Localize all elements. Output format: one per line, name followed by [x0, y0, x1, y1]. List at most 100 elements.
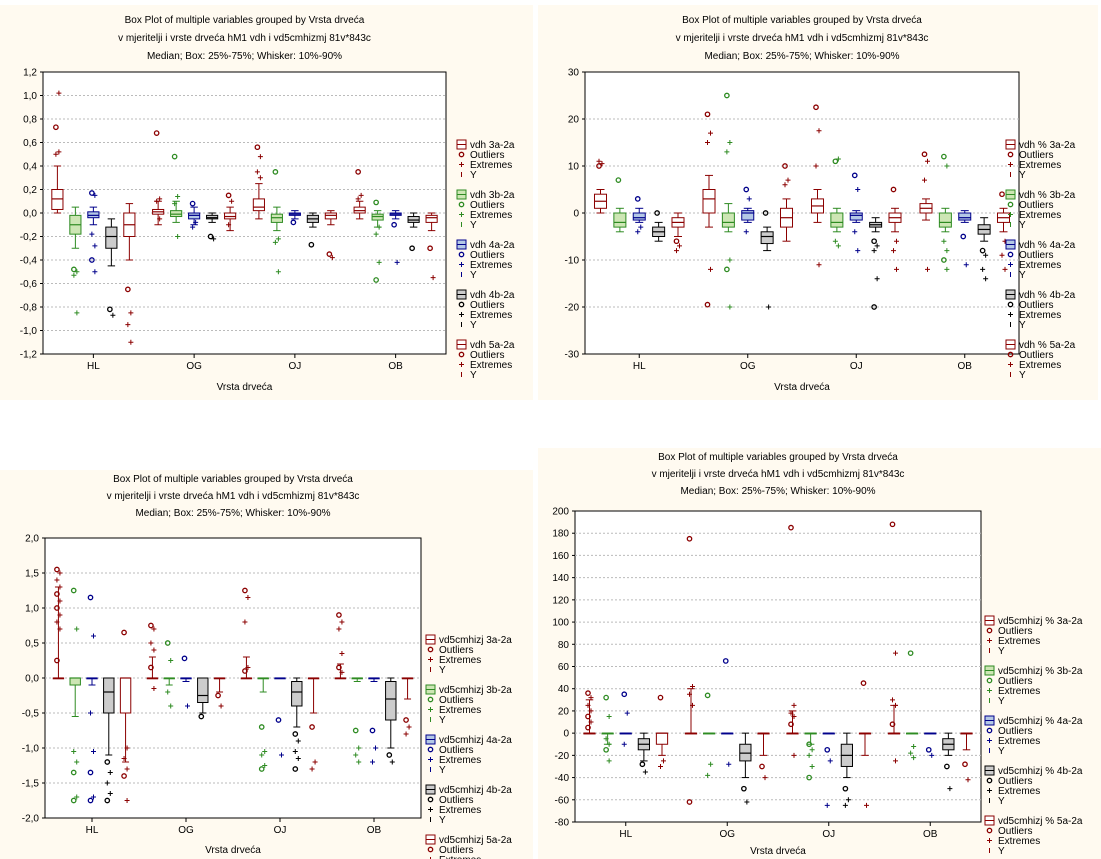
- legend-marker-label: Extremes: [439, 755, 481, 766]
- box-plot-chart-4: Box Plot of multiple variables grouped b…: [552, 452, 1083, 857]
- x-tick-label: OJ: [274, 825, 287, 836]
- legend-marker-label: Extremes: [998, 736, 1040, 747]
- legend-marker: [459, 312, 464, 317]
- legend-marker: [458, 301, 465, 308]
- outlier-point: [92, 243, 98, 249]
- outlier-point: [1002, 266, 1008, 272]
- outlier-point: [104, 780, 110, 786]
- outlier-point: [175, 194, 181, 200]
- outlier-point: [929, 752, 935, 758]
- y-tick-label: 1,0: [23, 91, 37, 102]
- y-tick-label: 100: [552, 618, 569, 629]
- box-group: [119, 629, 132, 803]
- outlier-point: [791, 752, 797, 758]
- x-tick-label: OJ: [850, 361, 863, 372]
- legend-series-label: vdh % 4b-2a: [1019, 290, 1076, 301]
- box: [741, 210, 755, 221]
- legend-marker-label: Y: [998, 846, 1005, 857]
- outlier-point: [336, 612, 342, 618]
- box-group: [69, 587, 81, 804]
- box: [291, 681, 303, 707]
- legend-marker: [427, 696, 434, 703]
- outlier-point: [947, 786, 953, 792]
- outlier-point: [746, 196, 752, 202]
- outlier-point: [168, 658, 174, 663]
- chart-title: Box Plot of multiple variables grouped b…: [658, 452, 898, 463]
- box-group: [583, 690, 596, 735]
- legend-series-label: vd5cmhizj 3b-2a: [439, 685, 512, 696]
- box: [938, 212, 952, 228]
- outlier-point: [356, 759, 362, 765]
- x-tick-label: HL: [619, 829, 632, 840]
- box-plot-chart-2: Box Plot of multiple variables grouped b…: [565, 15, 1076, 393]
- box-group: [224, 192, 237, 232]
- outlier-point: [890, 186, 897, 193]
- outlier-point: [373, 277, 379, 283]
- chart-subtitle: v mjeritelji i vrste drveća hM1 vdh i vd…: [652, 469, 905, 480]
- legend-marker-label: Extremes: [470, 160, 512, 171]
- legend-marker-label: Y: [470, 320, 477, 331]
- outlier-point: [148, 664, 154, 671]
- box-group: [368, 677, 380, 765]
- outlier-point: [621, 691, 628, 698]
- outlier-point: [606, 713, 612, 719]
- legend-marker: [986, 627, 993, 634]
- box-group: [306, 212, 319, 248]
- legend-marker: [1007, 301, 1014, 308]
- x-tick-label: OJ: [822, 829, 835, 840]
- box: [830, 212, 844, 228]
- legend-marker: [427, 796, 434, 803]
- legend-marker-label: Outliers: [1019, 150, 1053, 161]
- outlier-point: [782, 182, 788, 188]
- outlier-point: [585, 713, 591, 720]
- legend-marker: [459, 262, 464, 267]
- x-tick-label: OG: [740, 361, 756, 372]
- outlier-point: [275, 269, 281, 275]
- outlier-point: [893, 650, 898, 656]
- legend-marker: [428, 757, 433, 762]
- outlier-point: [704, 301, 711, 308]
- box-group: [152, 130, 165, 226]
- box-group: [977, 217, 991, 282]
- box-group: [849, 172, 863, 254]
- outlier-point: [727, 304, 733, 310]
- box-group: [703, 692, 716, 778]
- outlier-point: [944, 266, 950, 272]
- outlier-point: [124, 798, 130, 803]
- y-tick-label: 30: [568, 68, 580, 79]
- outlier-point: [658, 763, 663, 769]
- outlier-point: [944, 248, 950, 254]
- outlier-point: [921, 151, 928, 158]
- legend: vd5cmhizj % 3a-2aOutliersExtremesYvd5cmh…: [984, 615, 1083, 857]
- box-group: [188, 200, 201, 230]
- outlier-point: [89, 231, 95, 237]
- outlier-point: [57, 598, 63, 604]
- legend-series-label: vd5cmhizj 4a-2a: [439, 735, 512, 746]
- x-axis-label: Vrsta drveća: [750, 846, 806, 857]
- box-group: [180, 655, 192, 709]
- outlier-point: [585, 724, 591, 731]
- legend-marker-label: Outliers: [998, 826, 1032, 837]
- x-tick-label: HL: [87, 361, 100, 372]
- legend-marker: [458, 201, 465, 208]
- outlier-point: [788, 721, 794, 728]
- outlier-point: [809, 747, 815, 753]
- legend-marker-label: Y: [470, 220, 477, 231]
- box-group: [385, 677, 397, 765]
- box-group: [86, 594, 98, 804]
- outlier-point: [642, 769, 648, 775]
- y-tick-label: -0,4: [20, 256, 38, 267]
- outlier-point: [999, 252, 1005, 258]
- outlier-point: [911, 743, 917, 749]
- outlier-point: [190, 224, 196, 230]
- outlier-point: [242, 619, 248, 625]
- outlier-point: [708, 266, 713, 272]
- outlier-point: [705, 140, 710, 145]
- legend-marker-label: Outliers: [439, 845, 473, 856]
- box-group: [307, 677, 320, 772]
- outlier-point: [588, 708, 594, 714]
- outlier-point: [813, 163, 819, 169]
- outlier-point: [708, 761, 714, 767]
- outlier-point: [855, 248, 861, 254]
- legend-marker-label: Outliers: [470, 250, 504, 261]
